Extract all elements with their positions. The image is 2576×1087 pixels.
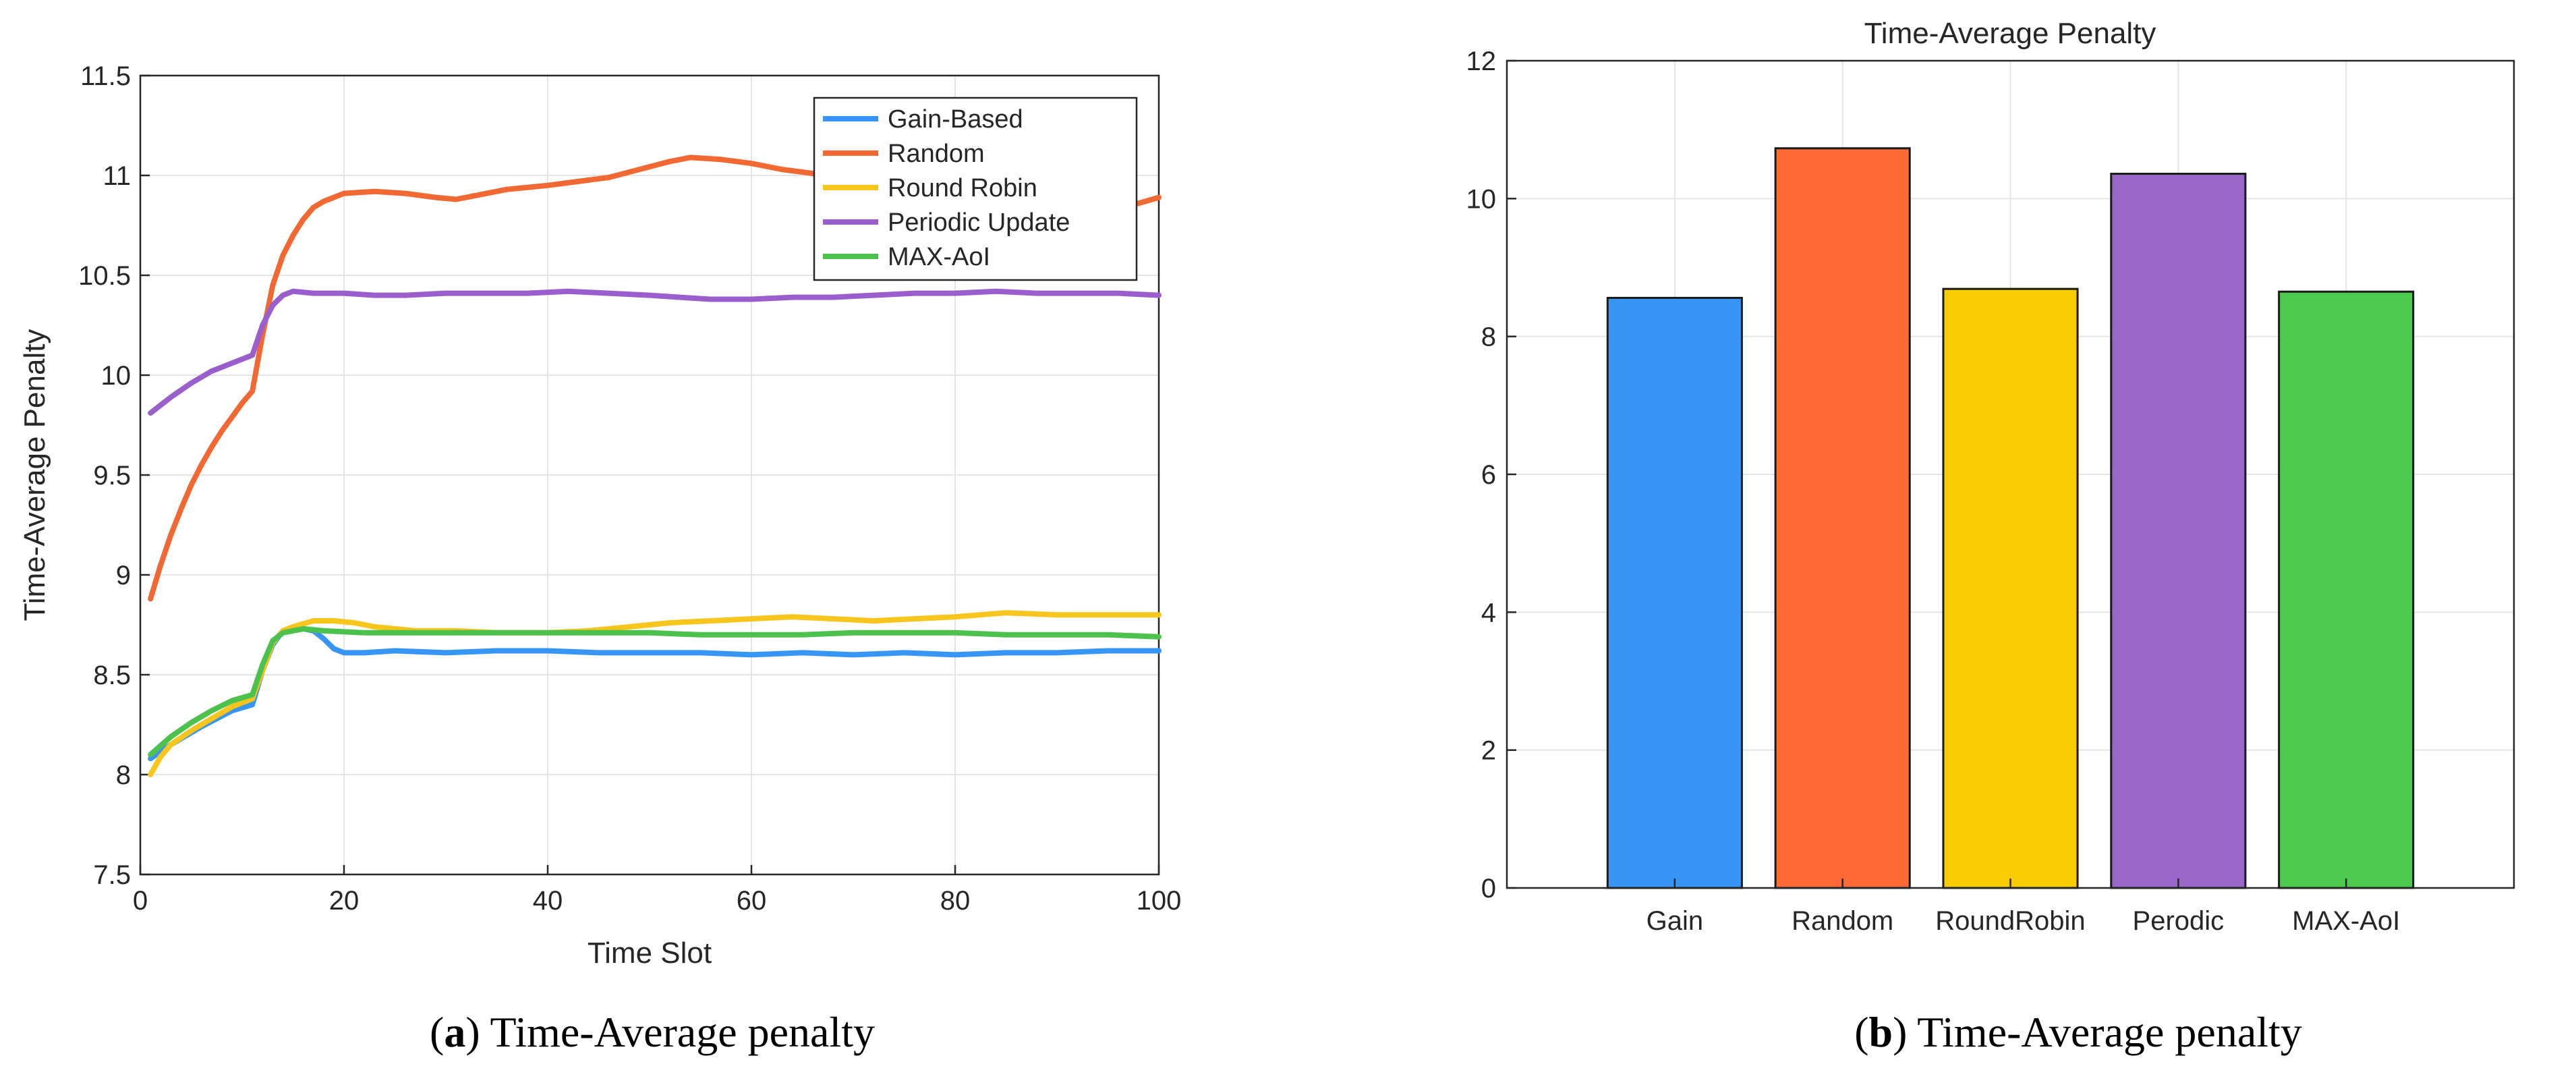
legend-label-periodic-update: Periodic Update: [888, 208, 1070, 237]
bar-x-ticks: Gain Random RoundRobin Perodic MAX-AoI: [1647, 879, 2400, 936]
line-y-tick-label: 11: [103, 161, 131, 191]
line-x-tick-label: 0: [133, 886, 148, 916]
caption-b: (b) Time-Average penalty: [1854, 1008, 2302, 1056]
line-x-ticks: 0 20 40 60 80 100: [133, 865, 1182, 916]
line-x-tick-label: 80: [940, 886, 971, 916]
bar-y-tick-label: 0: [1481, 874, 1496, 903]
line-chart: 7.5 8 8.5 9 9.5 10 10.5 11 11.5 0 20 40 60 80 100 Tim…: [18, 61, 1181, 1056]
bar-chart: 0 2 4 6 8 10 12 Gain Random RoundRobin Perodic MAX…: [1466, 17, 2515, 1056]
bar-roundrobin: [1942, 287, 2079, 889]
legend-label-max-aoi: MAX-AoI: [888, 243, 990, 271]
line-y-tick-label: 9.5: [93, 461, 131, 491]
caption-a-label: a: [444, 1008, 465, 1056]
caption-b-label: b: [1869, 1008, 1893, 1056]
bar-x-tick-label: Gain: [1647, 906, 1704, 936]
bar-y-tick-label: 4: [1481, 598, 1496, 628]
line-x-tick-label: 60: [737, 886, 767, 916]
line-x-tick-label: 100: [1137, 886, 1182, 916]
bar-chart-title: Time-Average Penalty: [1864, 17, 2156, 50]
legend-label-random: Random: [888, 140, 985, 168]
caption-b-text: Time-Average penalty: [1917, 1008, 2302, 1056]
line-y-tick-label: 11.5: [80, 61, 131, 91]
bar-y-ticks: 0 2 4 6 8 10 12: [1466, 47, 1516, 903]
bar-x-tick-label: Perodic: [2133, 906, 2225, 936]
line-y-axis-label: Time-Average Penalty: [18, 329, 51, 621]
line-y-tick-label: 10: [101, 361, 132, 391]
bar-x-tick-label: Random: [1792, 906, 1893, 936]
line-y-tick-label: 10.5: [78, 261, 131, 291]
bar-gain: [1606, 296, 1743, 889]
caption-a-text: Time-Average penalty: [490, 1008, 875, 1056]
line-y-tick-label: 8.5: [93, 661, 131, 690]
line-x-tick-label: 20: [329, 886, 360, 916]
line-y-ticks: 7.5 8 8.5 9 9.5 10 10.5 11 11.5: [78, 61, 150, 890]
legend-label-gain-based: Gain-Based: [888, 105, 1023, 134]
bar-x-tick-label: RoundRobin: [1935, 906, 2085, 936]
line-x-tick-label: 40: [533, 886, 563, 916]
bar-y-tick-label: 12: [1466, 47, 1497, 76]
bar-y-tick-label: 10: [1466, 184, 1497, 214]
series-line-periodic-update: [148, 288, 1162, 416]
line-y-tick-label: 9: [116, 561, 131, 590]
line-legend: Gain-Based Random Round Robin Periodic Upda…: [813, 96, 1138, 281]
bar-max-aoi: [2278, 290, 2415, 889]
bar-y-tick-label: 2: [1481, 736, 1496, 766]
bar-y-tick-label: 6: [1481, 460, 1496, 490]
bar-random: [1774, 147, 1911, 889]
bar-x-tick-label: MAX-AoI: [2292, 906, 2400, 936]
bar-y-tick-label: 8: [1481, 323, 1496, 352]
line-series-group: [148, 155, 1162, 777]
legend-label-round-robin: Round Robin: [888, 174, 1037, 202]
bar-bars-group: [1606, 147, 2415, 889]
line-y-tick-label: 7.5: [93, 860, 131, 890]
caption-a: (a) Time-Average penalty: [430, 1008, 875, 1056]
line-x-axis-label: Time Slot: [588, 937, 712, 970]
series-line-max-aoi: [148, 625, 1162, 758]
bar-perodic: [2110, 173, 2247, 889]
line-y-tick-label: 8: [116, 760, 131, 790]
